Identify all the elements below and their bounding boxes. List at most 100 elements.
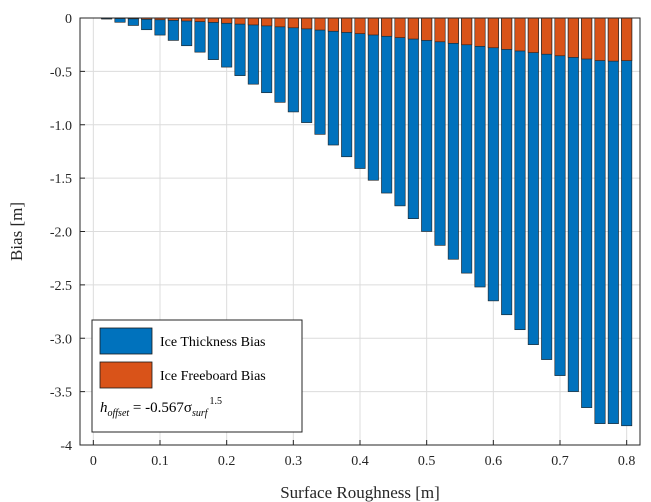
bar-ice-freeboard xyxy=(541,17,553,55)
bar-ice-thickness xyxy=(141,17,153,31)
bar-ice-thickness xyxy=(234,17,246,76)
bar-ice-freeboard xyxy=(621,17,633,62)
bar-ice-thickness xyxy=(394,17,406,207)
bar-ice-thickness xyxy=(567,17,579,392)
bar-ice-thickness xyxy=(381,17,393,194)
bar-ice-thickness xyxy=(501,17,513,316)
bar-ice-thickness xyxy=(314,17,326,135)
x-axis-label: Surface Roughness [m] xyxy=(280,483,440,502)
bar-ice-thickness xyxy=(354,17,366,169)
bar-ice-freeboard xyxy=(487,17,499,49)
x-tick-label: 0.7 xyxy=(551,454,569,469)
bar-ice-freeboard xyxy=(581,17,593,60)
x-tick-label: 0 xyxy=(90,454,97,469)
bar-ice-thickness xyxy=(301,17,313,123)
x-tick-label: 0.8 xyxy=(618,454,636,469)
y-tick-label: -3.5 xyxy=(50,386,72,401)
bar-ice-thickness xyxy=(607,17,619,424)
equation-lhs-base: h xyxy=(100,400,108,416)
legend-swatch-ice-freeboard xyxy=(99,361,153,389)
bar-ice-thickness xyxy=(594,17,606,424)
bar-ice-thickness xyxy=(421,17,433,232)
bar-ice-freeboard xyxy=(407,17,419,40)
bar-ice-freeboard xyxy=(527,17,539,53)
bar-ice-freeboard xyxy=(434,17,446,43)
equation-middle: = -0.567σ xyxy=(129,400,192,416)
bar-ice-thickness xyxy=(181,17,193,47)
bar-ice-freeboard xyxy=(461,17,473,46)
bar-ice-freeboard xyxy=(394,17,406,38)
bar-ice-freeboard xyxy=(554,17,566,57)
bar-ice-freeboard xyxy=(261,17,273,27)
bar-ice-freeboard xyxy=(274,17,286,28)
bar-ice-thickness xyxy=(447,17,459,260)
bar-ice-thickness xyxy=(527,17,539,345)
legend-swatch-ice-thickness xyxy=(99,327,153,355)
bar-ice-thickness xyxy=(221,17,233,68)
x-tick-label: 0.5 xyxy=(418,454,436,469)
x-tick-label: 0.1 xyxy=(151,454,169,469)
y-tick-label: -3.0 xyxy=(50,332,72,347)
bar-ice-thickness xyxy=(487,17,499,302)
bar-ice-thickness xyxy=(554,17,566,376)
bar-ice-freeboard xyxy=(221,17,233,24)
legend-label-ice-thickness: Ice Thickness Bias xyxy=(160,335,266,350)
y-axis-label: Bias [m] xyxy=(7,202,26,261)
bar-ice-thickness xyxy=(461,17,473,274)
legend-label-ice-freeboard: Ice Freeboard Bias xyxy=(160,369,266,384)
bar-ice-thickness xyxy=(261,17,273,94)
bar-ice-thickness xyxy=(621,17,633,427)
bar-ice-thickness xyxy=(434,17,446,246)
x-tick-label: 0.6 xyxy=(485,454,503,469)
bar-ice-freeboard xyxy=(501,17,513,50)
bar-ice-freeboard xyxy=(447,17,459,44)
bar-ice-freeboard xyxy=(194,17,206,22)
x-tick-label: 0.2 xyxy=(218,454,236,469)
bar-ice-freeboard xyxy=(381,17,393,37)
tick-layer: 0 0.1 0.2 0.3 0.4 0.5 0.6 0.7 0.8 0 -0.5 -1.0 -1.5 -2… xyxy=(50,12,636,469)
bar-ice-thickness xyxy=(581,17,593,408)
bar-ice-thickness xyxy=(367,17,379,181)
bar-ice-thickness xyxy=(167,17,179,41)
bar-ice-freeboard xyxy=(287,17,299,29)
bar-ice-freeboard xyxy=(594,17,606,61)
bar-ice-freeboard xyxy=(607,17,619,62)
bar-ice-freeboard xyxy=(514,17,526,52)
y-tick-label: -2.5 xyxy=(50,279,72,294)
bar-ice-thickness xyxy=(407,17,419,219)
bar-ice-freeboard xyxy=(421,17,433,41)
bar-ice-freeboard xyxy=(354,17,366,34)
x-tick-label: 0.4 xyxy=(351,454,369,469)
y-tick-label: -4 xyxy=(60,439,72,454)
y-tick-label: -0.5 xyxy=(50,65,72,80)
bar-ice-thickness xyxy=(341,17,353,158)
bar-ice-freeboard xyxy=(234,17,246,25)
bar-ice-freeboard xyxy=(301,17,313,30)
bar-ice-thickness xyxy=(194,17,206,53)
equation-lhs-sub: offset xyxy=(108,408,130,419)
bar-ice-thickness xyxy=(247,17,259,85)
bar-ice-freeboard xyxy=(341,17,353,33)
legend: Ice Thickness Bias Ice Freeboard Bias ho… xyxy=(91,319,303,433)
bar-ice-thickness xyxy=(207,17,219,60)
bar-ice-thickness xyxy=(541,17,553,360)
bar-ice-thickness xyxy=(514,17,526,331)
equation-rhs-sub: surf xyxy=(192,408,209,419)
bar-ice-thickness xyxy=(474,17,486,288)
bar-ice-freeboard xyxy=(327,17,339,32)
y-tick-label: -1.5 xyxy=(50,172,72,187)
bar-ice-freeboard xyxy=(567,17,579,58)
y-tick-label: -2.0 xyxy=(50,226,72,241)
bar-ice-thickness xyxy=(287,17,299,113)
bar-ice-thickness xyxy=(154,17,166,36)
bar-ice-freeboard xyxy=(314,17,326,31)
y-tick-label: 0 xyxy=(65,12,72,27)
bar-ice-freeboard xyxy=(474,17,486,47)
y-tick-label: -1.0 xyxy=(50,119,72,134)
equation-rhs-sup: 1.5 xyxy=(210,396,223,407)
offset-equation: hoffset = -0.567σsurf1.5 xyxy=(100,396,222,419)
bar-ice-freeboard xyxy=(247,17,259,26)
bar-ice-freeboard xyxy=(367,17,379,36)
bar-ice-freeboard xyxy=(207,17,219,23)
